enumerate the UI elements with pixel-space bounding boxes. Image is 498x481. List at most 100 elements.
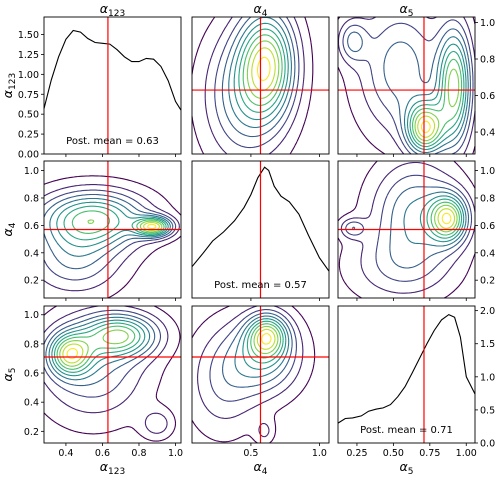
contour-level-10 xyxy=(147,223,157,230)
contour-level-7 xyxy=(250,323,282,359)
xaxis-label-a5: α5 xyxy=(400,459,414,477)
xaxis-label-a4: α4 xyxy=(254,459,268,477)
ytick-label: 0.2 xyxy=(480,276,495,287)
xtick-label: 1.00 xyxy=(456,448,477,459)
contour-level-2 xyxy=(209,309,297,402)
xtick-label: 1.0 xyxy=(312,448,327,459)
post-mean-annotation: Post. mean = 0.71 xyxy=(360,425,453,436)
contour-level-1 xyxy=(43,184,180,292)
contour-level-4 xyxy=(403,36,469,154)
ytick-label: 0.8 xyxy=(24,193,39,204)
contour-level-4 xyxy=(403,191,467,247)
contour-level-3 xyxy=(43,193,174,270)
panel-frame xyxy=(191,16,330,155)
contour-level-0 xyxy=(191,16,314,155)
ytick-label: 0.00 xyxy=(18,150,39,161)
ytick-label: 1.0 xyxy=(480,372,495,383)
xtick-label: 0.50 xyxy=(383,448,404,459)
density-panel-a5 xyxy=(337,306,476,443)
contour-level-9 xyxy=(251,47,276,92)
contour-panel-a4-vs-a5 xyxy=(337,160,476,299)
panel-frame xyxy=(43,16,182,155)
contour-level-2 xyxy=(43,189,177,281)
ytick-label: 0.4 xyxy=(480,128,495,139)
ytick-label: 0.6 xyxy=(480,91,495,102)
ytick-label: 0.6 xyxy=(24,221,39,232)
contour-level-1 xyxy=(204,16,305,155)
contour-level-8 xyxy=(253,325,279,355)
contour-level-7 xyxy=(242,34,283,106)
contour-level-7 xyxy=(71,210,165,234)
contour-level-7 xyxy=(430,201,460,236)
panel-frame xyxy=(337,160,476,299)
xtick-label: 0.5 xyxy=(243,448,258,459)
contour-level-9 xyxy=(417,115,436,138)
ytick-label: 0.8 xyxy=(24,339,39,350)
contour-level-1 xyxy=(340,161,476,294)
ytick-label: 0.4 xyxy=(480,248,495,259)
contour-level-8 xyxy=(59,329,129,367)
xtick-label: 0.6 xyxy=(95,448,110,459)
contour-level-4 xyxy=(48,316,151,381)
contour-level-6 xyxy=(53,322,141,373)
post-mean-annotation: Post. mean = 0.57 xyxy=(214,280,307,291)
contour-level-0 xyxy=(337,160,476,299)
ytick-label: 0.2 xyxy=(24,427,39,438)
density-curve xyxy=(43,29,182,111)
ytick-label: 1.0 xyxy=(480,166,495,177)
ytick-label: 0.0 xyxy=(480,439,495,450)
contour-panel-a5-vs-a4 xyxy=(191,305,329,444)
contour-level-3 xyxy=(45,313,156,387)
ytick-label: 1.25 xyxy=(18,50,39,61)
xtick-label: 0.25 xyxy=(346,448,367,459)
ytick-label: 0.6 xyxy=(480,221,495,232)
ytick-label: 0.8 xyxy=(480,55,495,66)
ytick-label: 0.2 xyxy=(24,276,39,287)
contour-level-10 xyxy=(256,56,271,82)
contour-level-2 xyxy=(43,309,162,398)
contour-panel-a4-vs-a123 xyxy=(43,161,182,299)
panel-frame xyxy=(337,16,476,155)
contour-level-0 xyxy=(191,305,316,444)
contour-level-3 xyxy=(352,186,470,269)
column-title-a5: α5 xyxy=(400,1,414,19)
panel-frame xyxy=(43,160,182,299)
xtick-label: 0.75 xyxy=(419,448,440,459)
contour-level-4 xyxy=(49,197,171,257)
ytick-label: 0.5 xyxy=(480,405,495,416)
panel-frame xyxy=(191,160,330,299)
contour-level-0 xyxy=(43,305,181,442)
density-panel-a123 xyxy=(43,17,182,154)
ytick-label: 0.4 xyxy=(24,398,39,409)
yaxis-label-a123: α123 xyxy=(0,73,18,98)
contour-level-2 xyxy=(342,19,474,155)
density-panel-a4 xyxy=(191,161,330,298)
column-title-a123: α123 xyxy=(100,1,125,19)
ytick-label: 2.0 xyxy=(480,306,495,317)
contour-level-5 xyxy=(406,43,467,151)
contour-level-3 xyxy=(221,16,296,138)
contour-level-1 xyxy=(197,305,304,438)
ytick-label: 0.8 xyxy=(480,193,495,204)
xtick-label: 0.4 xyxy=(58,448,73,459)
density-curve xyxy=(337,313,476,424)
ytick-label: 0.4 xyxy=(24,248,39,259)
column-title-a4: α4 xyxy=(254,1,268,19)
xaxis-label-a123: α123 xyxy=(100,459,125,477)
contour-level-4 xyxy=(234,315,290,378)
ytick-label: 1.0 xyxy=(24,310,39,321)
contour-level-6 xyxy=(238,28,286,113)
ytick-label: 1.50 xyxy=(18,30,39,41)
contour-panel-a5-vs-a123 xyxy=(43,305,181,443)
contour-level-5 xyxy=(233,22,289,121)
contour-level-5 xyxy=(56,201,169,248)
contour-level-0 xyxy=(337,16,476,155)
yaxis-label-a4: α4 xyxy=(0,222,18,236)
panel-frame xyxy=(337,305,476,444)
contour-panel-a123-vs-a4 xyxy=(191,16,329,155)
contour-level-1 xyxy=(43,305,169,434)
post-mean-annotation: Post. mean = 0.63 xyxy=(66,136,159,147)
contour-level-3 xyxy=(222,312,293,388)
contour-level-9 xyxy=(437,208,456,229)
